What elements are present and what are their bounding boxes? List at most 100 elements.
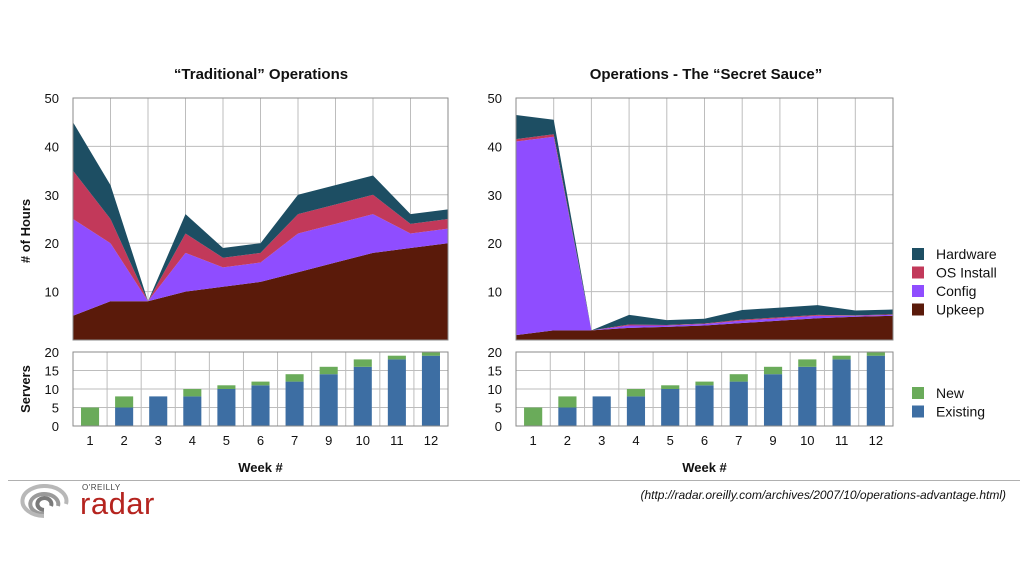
plot-frame <box>72 97 449 341</box>
y-tick-label: 0 <box>495 419 502 434</box>
radar-waves-icon <box>20 484 69 518</box>
x-tick-label: 2 <box>121 433 128 448</box>
bar-existing <box>421 355 440 426</box>
logo-wordmark-text: radar <box>80 486 155 521</box>
footer-divider <box>8 480 1020 481</box>
y-tick-label: 10 <box>488 382 502 397</box>
bar-new <box>729 374 748 382</box>
x-tick-label: 7 <box>291 433 298 448</box>
x-tick-label: 5 <box>667 433 674 448</box>
area-series-upkeep <box>516 315 893 340</box>
bar-new <box>421 352 440 356</box>
chart-title: Operations - The “Secret Sauce” <box>590 66 823 83</box>
y-tick-label: 40 <box>488 139 502 154</box>
x-tick-label: 7 <box>735 433 742 448</box>
legend-label: Upkeep <box>936 302 984 318</box>
bar-existing <box>217 389 236 426</box>
legend-label: Config <box>936 283 976 299</box>
area-series-upkeep <box>73 243 448 340</box>
x-tick-label: 12 <box>869 433 883 448</box>
x-tick-label: 12 <box>424 433 438 448</box>
y-tick-label: 20 <box>45 345 59 360</box>
y-axis-title: # of Hours <box>18 199 33 263</box>
x-tick-label: 11 <box>390 433 404 448</box>
y-tick-label: 20 <box>45 236 59 251</box>
x-axis-title: Week # <box>682 460 727 475</box>
bar-existing <box>319 374 338 426</box>
bar-new <box>285 374 304 382</box>
plot-frame <box>515 97 894 341</box>
chart-title: “Traditional” Operations <box>174 66 348 83</box>
source-url: (http://radar.oreilly.com/archives/2007/… <box>640 488 1006 502</box>
y-tick-label: 10 <box>488 285 502 300</box>
x-tick-label: 6 <box>257 433 264 448</box>
y-tick-label: 10 <box>45 382 59 397</box>
x-tick-label: 6 <box>701 433 708 448</box>
bar-existing <box>183 396 202 426</box>
bar-new <box>387 355 406 360</box>
y-tick-label: 0 <box>52 419 59 434</box>
legend-label: Existing <box>936 404 985 420</box>
legend-swatch <box>912 303 924 316</box>
x-tick-label: 10 <box>356 433 370 448</box>
bar-new <box>798 359 817 367</box>
bar-new <box>626 389 646 397</box>
y-axis-title: Servers <box>18 365 33 413</box>
bar-existing <box>661 389 680 426</box>
bar-new <box>115 396 134 408</box>
x-axis-title: Week # <box>238 460 283 475</box>
y-tick-label: 15 <box>45 364 59 379</box>
plot-frame <box>515 351 894 427</box>
legend-label: Hardware <box>936 246 997 262</box>
bar-existing <box>558 407 577 426</box>
bar-existing <box>115 407 134 426</box>
legend-swatch <box>912 387 924 399</box>
y-tick-label: 5 <box>52 401 59 416</box>
bar-new <box>558 396 577 408</box>
x-tick-label: 3 <box>598 433 605 448</box>
bar-new <box>661 385 680 389</box>
y-tick-label: 5 <box>495 401 502 416</box>
bar-existing <box>285 381 304 426</box>
x-tick-label: 9 <box>325 433 332 448</box>
bar-new <box>524 407 543 426</box>
x-tick-label: 3 <box>155 433 162 448</box>
y-tick-label: 40 <box>45 139 59 154</box>
bar-existing <box>695 385 714 426</box>
logo-publisher-text: O'REILLY <box>82 483 121 492</box>
x-tick-label: 9 <box>769 433 776 448</box>
bar-new <box>81 407 100 426</box>
bar-new <box>832 355 851 360</box>
x-tick-label: 1 <box>86 433 93 448</box>
bar-new <box>695 381 714 386</box>
bar-existing <box>387 359 406 426</box>
bar-existing <box>149 396 168 426</box>
legend-swatch <box>912 266 924 279</box>
bar-new <box>319 366 338 375</box>
legend-swatch <box>912 285 924 297</box>
bar-new <box>251 381 270 386</box>
y-tick-label: 15 <box>488 364 502 379</box>
legend-swatch <box>912 405 924 418</box>
area-series-os-install <box>73 170 448 302</box>
bar-existing <box>626 396 646 426</box>
bar-existing <box>353 366 372 426</box>
legend-label: OS Install <box>936 265 997 281</box>
bar-new <box>217 385 236 389</box>
plot-frame <box>72 351 449 427</box>
x-tick-label: 11 <box>835 433 849 448</box>
bar-existing <box>763 374 783 426</box>
x-tick-label: 4 <box>189 433 196 448</box>
bar-existing <box>866 355 885 426</box>
area-series-config <box>516 136 893 336</box>
y-tick-label: 20 <box>488 345 502 360</box>
bar-existing <box>251 385 270 426</box>
y-tick-label: 30 <box>45 188 59 203</box>
bar-new <box>866 352 885 356</box>
bar-existing <box>592 396 611 426</box>
bar-new <box>183 389 202 397</box>
x-tick-label: 1 <box>530 433 537 448</box>
bar-existing <box>798 366 817 426</box>
x-tick-label: 10 <box>800 433 814 448</box>
